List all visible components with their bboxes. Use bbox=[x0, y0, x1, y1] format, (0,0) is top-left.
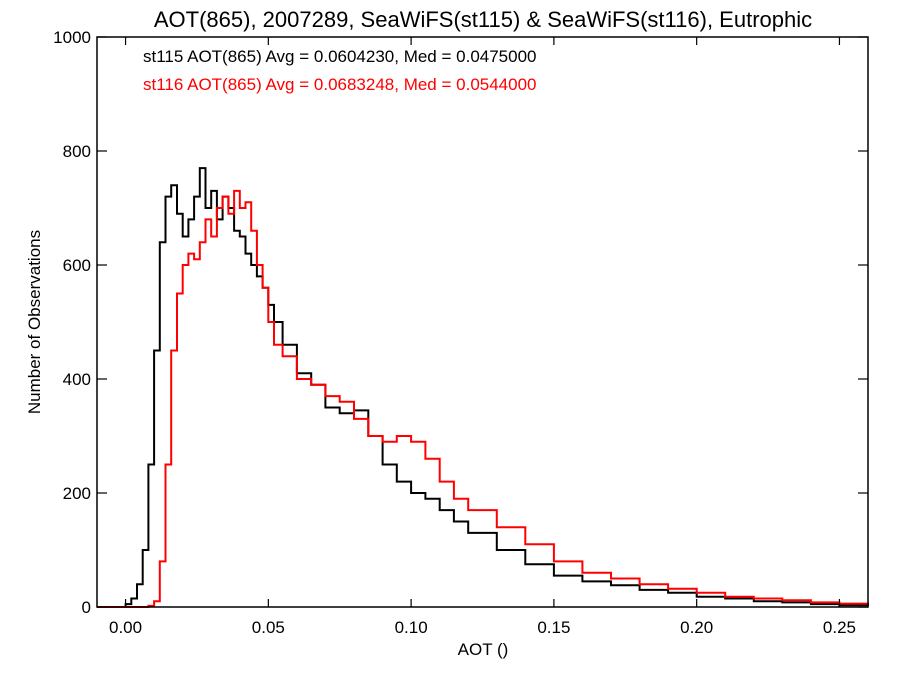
x-tick-label: 0.10 bbox=[395, 618, 428, 637]
series-line-0 bbox=[97, 167, 869, 608]
x-tick-label: 0.20 bbox=[680, 618, 713, 637]
y-axis-ticks: 0 200 400 600 800 1000 bbox=[53, 28, 868, 617]
y-tick-label: 0 bbox=[82, 598, 91, 617]
y-tick-label: 400 bbox=[63, 370, 91, 389]
series-layer bbox=[97, 167, 869, 608]
y-tick-label: 800 bbox=[63, 142, 91, 161]
y-tick-label: 600 bbox=[63, 256, 91, 275]
annotation-0: st115 AOT(865) Avg = 0.0604230, Med = 0.… bbox=[143, 47, 537, 66]
y-tick-label: 1000 bbox=[53, 28, 91, 47]
x-tick-label: 0.00 bbox=[109, 618, 142, 637]
chart-title: AOT(865), 2007289, SeaWiFS(st115) & SeaW… bbox=[154, 7, 812, 32]
x-tick-label: 0.05 bbox=[252, 618, 285, 637]
x-axis-label: AOT () bbox=[458, 640, 509, 659]
x-tick-label: 0.15 bbox=[537, 618, 570, 637]
annotation-1: st116 AOT(865) Avg = 0.0683248, Med = 0.… bbox=[143, 75, 537, 94]
series-line-1 bbox=[97, 189, 869, 608]
plot-frame bbox=[96, 36, 869, 608]
x-tick-label: 0.25 bbox=[823, 618, 856, 637]
y-tick-label: 200 bbox=[63, 484, 91, 503]
annotations: st115 AOT(865) Avg = 0.0604230, Med = 0.… bbox=[143, 47, 537, 94]
y-axis-label: Number of Observations bbox=[25, 230, 44, 414]
x-axis-ticks: 0.00 0.05 0.10 0.15 0.20 0.25 bbox=[109, 37, 856, 637]
